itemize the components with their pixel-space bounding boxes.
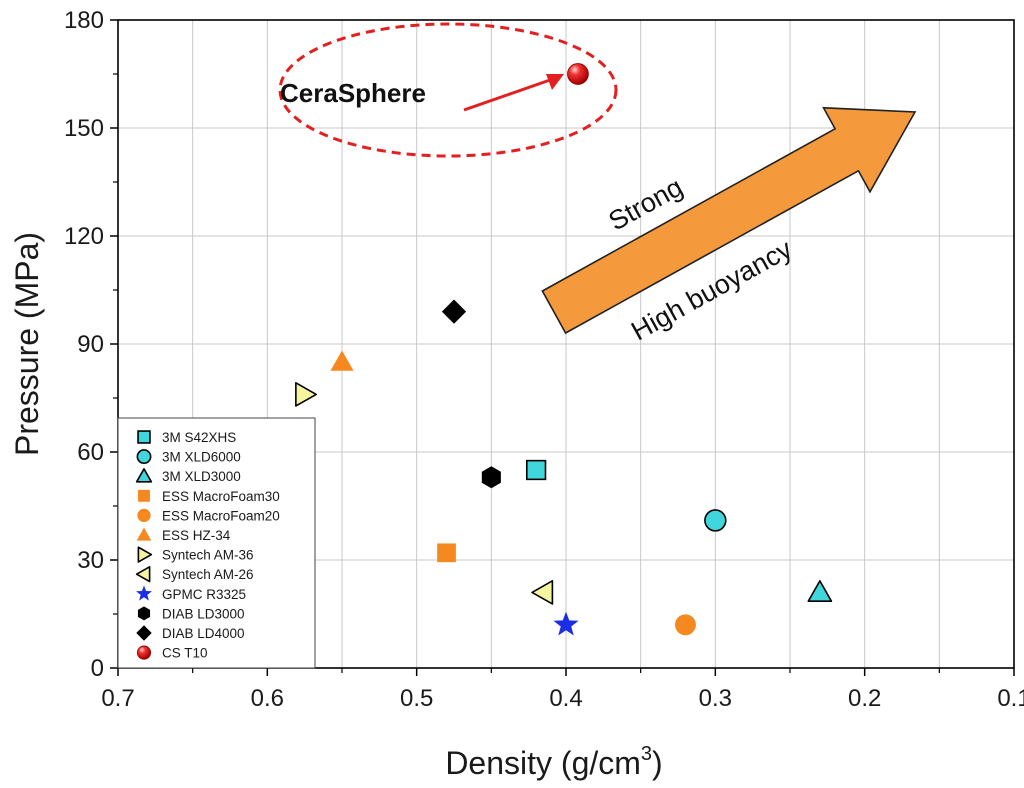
callout-arrow-line xyxy=(463,78,551,112)
data-point-3m-xld6000 xyxy=(704,509,727,532)
legend-marker xyxy=(135,468,153,483)
y-tick-label: 180 xyxy=(64,7,104,34)
legend-marker xyxy=(137,606,151,621)
legend-entry-label: ESS MacroFoam20 xyxy=(162,508,280,523)
legend-marker xyxy=(137,508,151,523)
legend-entry-label: 3M XLD3000 xyxy=(162,469,241,484)
x-tick-label: 0.3 xyxy=(699,685,732,712)
y-tick-label: 60 xyxy=(77,439,104,466)
data-point-gpmc-r3325 xyxy=(553,611,579,636)
y-tick-label: 150 xyxy=(64,115,104,142)
y-axis-title: Pressure (MPa) xyxy=(9,232,45,456)
x-tick-label: 0.2 xyxy=(848,685,881,712)
data-point-3m-xld3000 xyxy=(807,580,833,603)
legend-entry-label: Syntech AM-26 xyxy=(162,567,254,582)
legend-marker xyxy=(135,566,151,583)
legend-entry-label: ESS HZ-34 xyxy=(162,528,231,543)
legend-entry-label: DIAB LD4000 xyxy=(162,626,245,641)
callout-arrowhead xyxy=(546,74,564,90)
legend-marker xyxy=(136,527,152,541)
legend-entry-label: CS T10 xyxy=(162,646,208,661)
y-tick-label: 90 xyxy=(77,331,104,358)
legend-entry-label: 3M XLD6000 xyxy=(162,450,241,465)
data-points xyxy=(295,63,833,636)
data-point-3m-s42xhs xyxy=(525,459,547,481)
data-point-diab-ld3000 xyxy=(481,466,501,489)
x-axis-title-superscript: 3 xyxy=(641,743,652,765)
data-point-ess-macrofoam20 xyxy=(675,614,696,636)
x-axis-title: Density (g/cm3) xyxy=(445,743,662,781)
legend-marker xyxy=(138,489,150,502)
legend-marker xyxy=(136,449,152,465)
data-point-cs-t10 xyxy=(567,63,589,85)
x-axis-title-end: ) xyxy=(652,745,663,781)
cerasphere-highlight-ellipse xyxy=(278,22,618,158)
data-point-ess-hz-34 xyxy=(330,350,354,371)
legend-entry-label: 3M S42XHS xyxy=(162,430,236,445)
y-tick-label: 120 xyxy=(64,223,104,250)
x-tick-label: 0.4 xyxy=(549,685,582,712)
buoyancy-direction-arrow xyxy=(541,106,917,335)
legend: 3M S42XHS 3M XLD6000 3M XLD3000 ESS MacroFo… xyxy=(117,417,316,669)
x-tick-label: 0.1 xyxy=(997,685,1024,712)
y-tick-label: 0 xyxy=(91,655,104,682)
cerasphere-callout-label: CeraSphere xyxy=(280,78,426,108)
legend-marker xyxy=(137,430,151,444)
legend-marker xyxy=(137,546,153,563)
data-point-syntech-am-36 xyxy=(295,382,318,407)
legend-box xyxy=(117,417,316,669)
axes: 0.7 0.6 0.5 0.4 0.3 0.2 0.1 0 30 60 90 120 150 180 xyxy=(64,7,1024,712)
legend-marker xyxy=(136,585,152,601)
legend-marker xyxy=(136,645,152,660)
x-tick-label: 0.6 xyxy=(251,685,284,712)
legend-entry-label: Syntech AM-36 xyxy=(162,548,254,563)
legend-entry-label: DIAB LD3000 xyxy=(162,606,245,621)
legend-entry-label: ESS MacroFoam30 xyxy=(162,489,280,504)
x-tick-label: 0.7 xyxy=(101,685,134,712)
data-point-syntech-am-26 xyxy=(531,580,554,605)
y-tick-label: 30 xyxy=(77,547,104,574)
x-axis-title-main: Density (g/cm xyxy=(445,745,641,781)
legend-entry-label: GPMC R3325 xyxy=(162,587,246,602)
x-tick-label: 0.5 xyxy=(400,685,433,712)
data-point-diab-ld4000 xyxy=(441,299,467,324)
data-point-ess-macrofoam30 xyxy=(437,543,456,563)
legend-marker xyxy=(136,625,152,641)
